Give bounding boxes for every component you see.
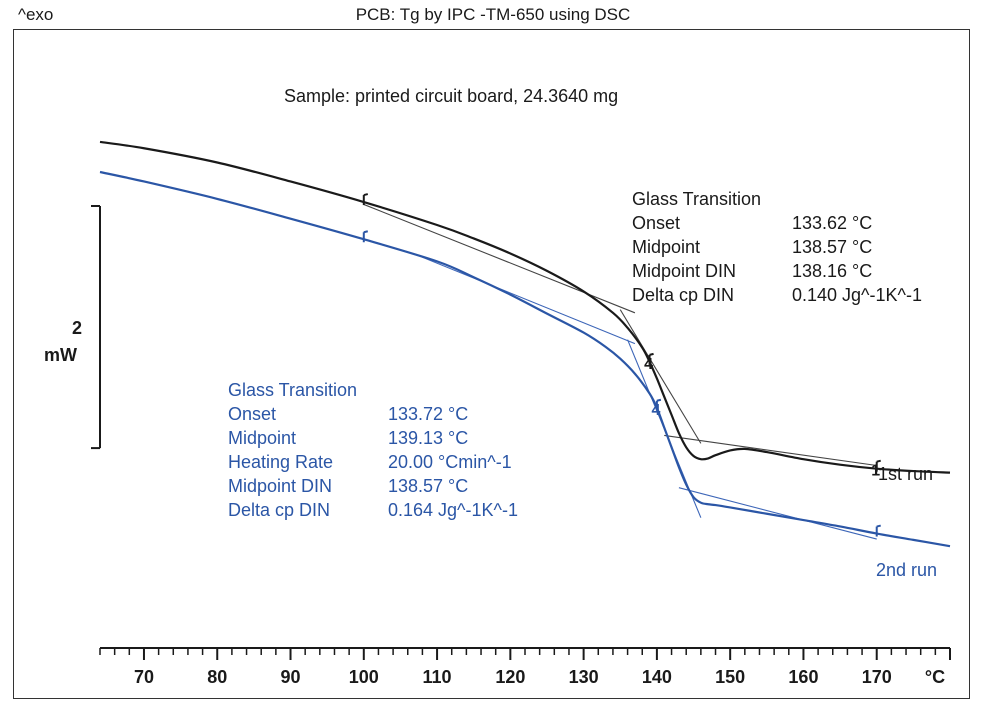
results-run1: Glass Transition Onset 133.62 °C Midpoin… bbox=[632, 187, 922, 307]
results-run2: Glass Transition Onset 133.72 °C Midpoin… bbox=[228, 378, 518, 522]
results-run1-value: 0.140 Jg^-1K^-1 bbox=[792, 285, 922, 305]
plot-frame bbox=[13, 29, 970, 699]
results-run2-label: Onset bbox=[228, 404, 277, 424]
results-run2-value: 133.72 °C bbox=[388, 404, 469, 424]
results-run2-value: 20.00 °Cmin^-1 bbox=[388, 452, 512, 472]
results-run1-heading: Glass Transition bbox=[632, 189, 762, 209]
x-tick-label: 170 bbox=[862, 667, 892, 687]
x-tick-label: 150 bbox=[715, 667, 745, 687]
results-run1-label: Onset bbox=[632, 213, 681, 233]
results-run2-value: 139.13 °C bbox=[388, 428, 469, 448]
curve-marker-flag bbox=[363, 230, 369, 234]
curve-marker-label: 4 bbox=[644, 356, 653, 373]
results-run2-value: 138.57 °C bbox=[388, 476, 469, 496]
scale-bar-unit: mW bbox=[44, 345, 77, 365]
curve-marker-flag bbox=[649, 352, 654, 356]
x-axis-unit: °C bbox=[925, 667, 945, 687]
results-run1-label: Delta cp DIN bbox=[632, 285, 735, 305]
run1-curve bbox=[99, 140, 951, 474]
results-run2-label: Delta cp DIN bbox=[228, 500, 331, 520]
x-tick-label: 130 bbox=[569, 667, 599, 687]
curve-marker-flag bbox=[363, 193, 369, 197]
chart-title: PCB: Tg by IPC -TM-650 using DSC bbox=[355, 5, 631, 24]
results-run2-label: Heating Rate bbox=[228, 452, 334, 472]
results-run2-value: 0.164 Jg^-1K^-1 bbox=[388, 500, 518, 520]
x-tick-label: 160 bbox=[788, 667, 818, 687]
x-tick-label: 140 bbox=[642, 667, 672, 687]
results-run2-label: Midpoint bbox=[228, 428, 297, 448]
curve-marker-flag bbox=[876, 524, 881, 528]
run2-curve bbox=[99, 170, 951, 548]
tangent-line bbox=[363, 203, 636, 314]
results-run1-label: Midpoint DIN bbox=[632, 261, 737, 281]
run1-legend-label: 1st run bbox=[878, 464, 934, 484]
results-run2-label: Midpoint DIN bbox=[228, 476, 333, 496]
x-tick-label: 110 bbox=[423, 667, 452, 687]
x-tick-label: 70 bbox=[134, 667, 154, 687]
scale-bar-value: 2 bbox=[72, 318, 83, 338]
tangent-line bbox=[619, 309, 702, 444]
x-tick-label: 90 bbox=[281, 667, 301, 687]
tangent-line bbox=[678, 487, 877, 540]
curve-marker-flag bbox=[656, 398, 662, 402]
results-run1-value: 138.57 °C bbox=[792, 237, 873, 257]
x-tick-label: 100 bbox=[349, 667, 379, 687]
x-tick-label: 120 bbox=[495, 667, 525, 687]
results-run1-value: 133.62 °C bbox=[792, 213, 873, 233]
exo-label: ^exo bbox=[18, 5, 54, 24]
tangent-line bbox=[414, 253, 636, 345]
results-run1-label: Midpoint bbox=[632, 237, 701, 257]
curve-marker-flag bbox=[876, 459, 881, 463]
x-tick-label: 80 bbox=[207, 667, 227, 687]
curve-marker-label: 4 bbox=[651, 402, 660, 419]
curve-marker-label: 1 bbox=[871, 463, 880, 480]
results-run1-value: 138.16 °C bbox=[792, 261, 873, 281]
run2-legend-label: 2nd run bbox=[876, 560, 938, 580]
results-run2-heading: Glass Transition bbox=[228, 380, 358, 400]
tangent-line bbox=[664, 434, 877, 467]
sample-label: Sample: printed circuit board, 24.3640 m… bbox=[284, 86, 619, 106]
